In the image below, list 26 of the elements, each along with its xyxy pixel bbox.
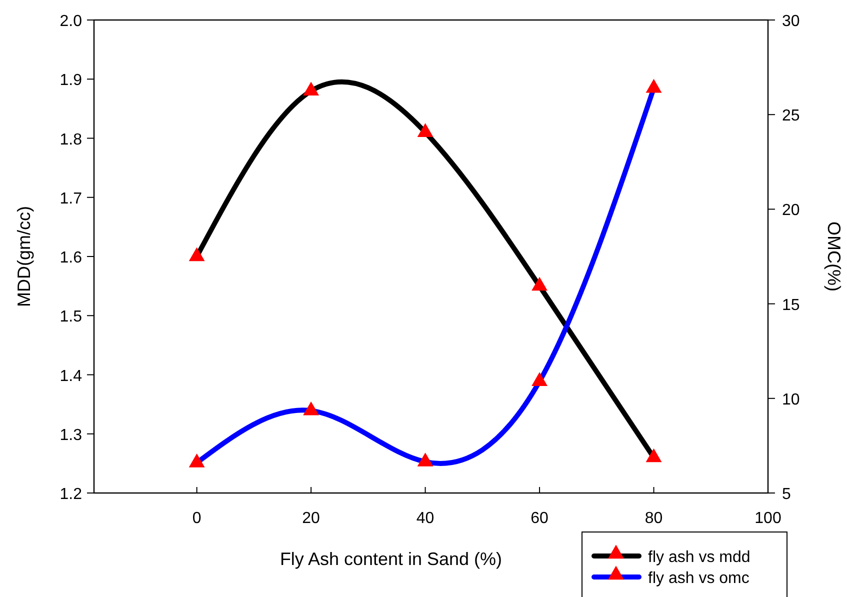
y-tick-label: 1.3 [60, 426, 82, 444]
y2-tick-label: 20 [782, 202, 800, 220]
y2-axis-title: OMC(%) [824, 222, 844, 292]
y-tick-label: 1.6 [60, 250, 82, 266]
y-tick-label: 1.4 [60, 368, 82, 385]
y-tick-label: 1.8 [60, 131, 82, 148]
y-tick-label: 1.7 [60, 190, 82, 208]
y-tick-label: 2.0 [60, 13, 82, 30]
y2-tick-label: 25 [782, 108, 800, 125]
y-tick-label: 1.2 [60, 486, 82, 503]
x-axis-title: Fly Ash content in Sand (%) [280, 549, 502, 569]
x-tick-label: 20 [302, 510, 320, 527]
y2-tick-label: 5 [782, 486, 791, 503]
legend-label: fly ash vs mdd [648, 549, 750, 566]
x-tick-label: 40 [416, 510, 434, 527]
x-tick-label: 100 [754, 510, 782, 527]
y-tick-label: 1.5 [60, 308, 82, 326]
y2-tick-label: 10 [782, 391, 800, 408]
y-tick-label: 1.9 [60, 72, 82, 90]
x-tick-label: 60 [530, 510, 549, 527]
x-tick-label: 0 [192, 510, 202, 527]
y2-tick-label: 15 [782, 296, 800, 314]
x-tick-label: 80 [644, 510, 663, 527]
legend-label: fly ash vs omc [648, 570, 750, 587]
y2-tick-label: 30 [782, 13, 800, 30]
y-axis-title: MDD(gm/cc) [14, 206, 34, 307]
